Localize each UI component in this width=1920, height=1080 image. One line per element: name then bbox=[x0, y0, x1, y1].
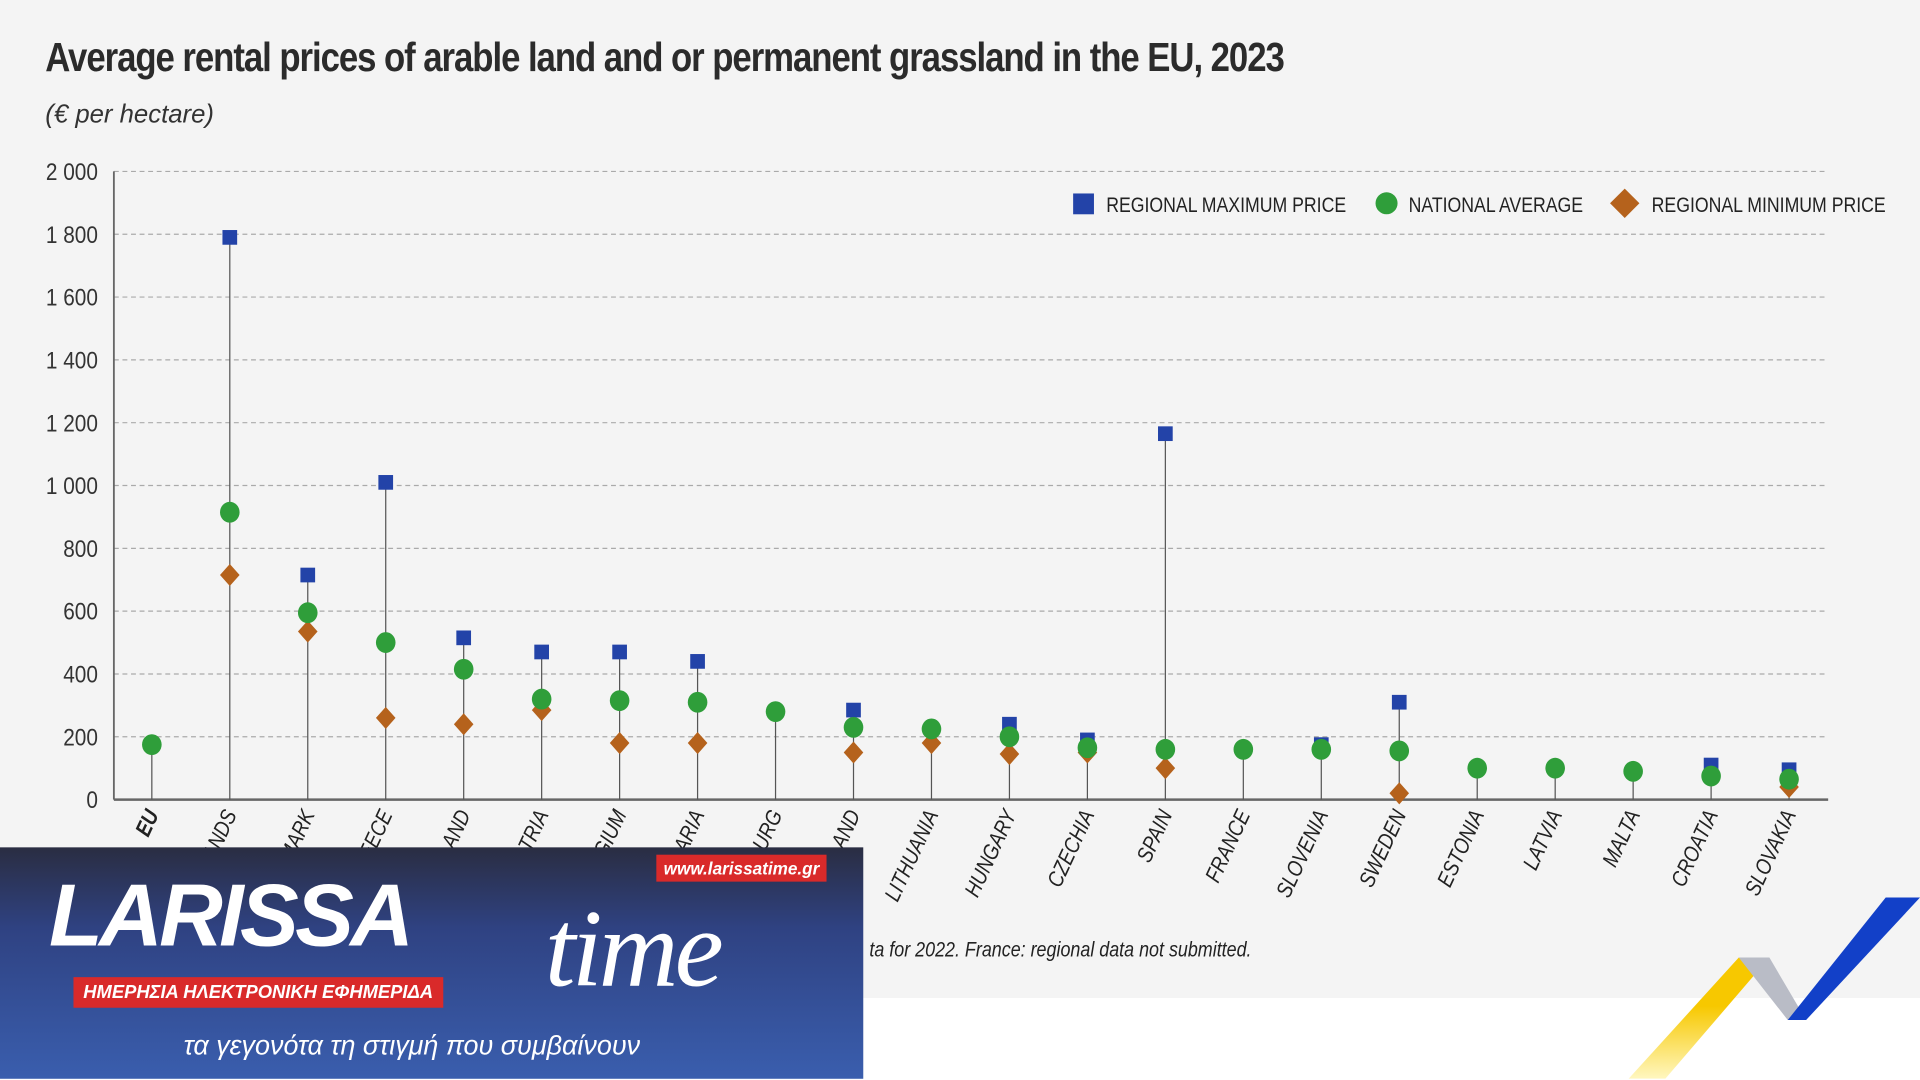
average-marker bbox=[765, 701, 786, 723]
x-tick-label: LITHUANIA bbox=[880, 806, 944, 905]
footnote: ta for 2022. France: regional data not s… bbox=[869, 937, 1252, 962]
average-marker bbox=[1233, 738, 1254, 760]
y-tick-label: 1 200 bbox=[46, 409, 98, 437]
average-marker bbox=[1311, 738, 1332, 760]
legend-label: REGIONAL MINIMUM PRICE bbox=[1652, 195, 1886, 218]
y-tick-label: 0 bbox=[86, 786, 98, 814]
x-tick-label: SLOVAKIA bbox=[1740, 806, 1801, 899]
legend-item: REGIONAL MAXIMUM PRICE bbox=[1073, 193, 1346, 217]
average-marker bbox=[1155, 738, 1176, 760]
max-price-marker bbox=[300, 567, 316, 583]
x-tick-label: ESTONIA bbox=[1432, 806, 1489, 891]
logo-slogan: τα γεγονότα τη στιγμή που συμβαίνουν bbox=[183, 1029, 641, 1061]
legend-circle-icon bbox=[1375, 192, 1398, 215]
max-price-marker bbox=[846, 702, 861, 718]
min-price-marker bbox=[609, 732, 630, 755]
min-price-marker bbox=[687, 732, 708, 755]
min-price-marker bbox=[843, 741, 864, 764]
legend-item: REGIONAL MINIMUM PRICE bbox=[1610, 188, 1886, 218]
min-price-marker bbox=[1155, 757, 1176, 780]
max-price-marker bbox=[456, 630, 472, 646]
min-price-marker bbox=[220, 564, 240, 587]
average-marker bbox=[1545, 757, 1565, 779]
max-price-marker bbox=[1391, 694, 1407, 710]
max-price-marker bbox=[534, 644, 550, 660]
x-tick-label: CZECHIA bbox=[1042, 806, 1099, 891]
logo-name: LARISSA bbox=[48, 866, 414, 965]
average-marker bbox=[687, 691, 708, 713]
y-tick-label: 1 800 bbox=[46, 220, 98, 248]
average-marker bbox=[453, 658, 474, 680]
y-tick-label: 1 000 bbox=[46, 471, 98, 499]
average-marker bbox=[297, 602, 318, 624]
average-marker bbox=[1779, 768, 1799, 790]
average-marker bbox=[1623, 760, 1643, 782]
legend-label: REGIONAL MAXIMUM PRICE bbox=[1106, 195, 1346, 218]
y-tick-label: 400 bbox=[63, 660, 98, 688]
average-marker bbox=[1077, 737, 1098, 759]
x-tick-label: SWEDEN bbox=[1354, 806, 1411, 891]
max-price-marker bbox=[690, 654, 705, 669]
swoosh-decoration-icon bbox=[1628, 897, 1920, 1079]
y-tick-label: 600 bbox=[63, 597, 98, 625]
y-tick-label: 200 bbox=[63, 723, 98, 751]
legend-diamond-icon bbox=[1610, 188, 1640, 218]
average-marker bbox=[999, 726, 1020, 748]
y-tick-label: 1 400 bbox=[46, 346, 98, 374]
y-tick-label: 2 000 bbox=[46, 157, 98, 185]
average-marker bbox=[1701, 765, 1721, 787]
average-marker bbox=[220, 501, 240, 523]
chart-background bbox=[0, 0, 1920, 998]
legend-label: NATIONAL AVERAGE bbox=[1409, 195, 1584, 218]
min-price-marker bbox=[1389, 782, 1410, 805]
max-price-marker bbox=[612, 644, 627, 660]
max-price-marker bbox=[1158, 426, 1173, 442]
y-tick-label: 1 600 bbox=[46, 283, 98, 311]
x-tick-label: CROATIA bbox=[1666, 806, 1723, 891]
average-marker bbox=[843, 716, 864, 738]
min-price-marker bbox=[297, 620, 318, 643]
x-tick-label: SLOVENIA bbox=[1271, 806, 1333, 901]
average-marker bbox=[921, 718, 942, 740]
x-tick-label: FRANCE bbox=[1201, 806, 1256, 887]
min-price-marker bbox=[375, 706, 396, 729]
average-marker bbox=[375, 632, 396, 653]
average-marker bbox=[1389, 740, 1410, 762]
x-tick-label: HUNGARY bbox=[960, 805, 1022, 901]
max-price-marker bbox=[222, 230, 238, 245]
logo-url: www.larissatime.gr bbox=[656, 854, 827, 882]
min-price-marker bbox=[453, 713, 474, 736]
average-marker bbox=[142, 734, 162, 756]
larissatime-logo: LARISSA time www.larissatime.gr ΗΜΕΡΗΣΙΑ… bbox=[0, 847, 864, 1079]
legend-item: NATIONAL AVERAGE bbox=[1375, 192, 1584, 218]
logo-tagline: ΗΜΕΡΗΣΙΑ ΗΛΕΚΤΡΟΝΙΚΗ ΕΦΗΜΕΡΙΔΑ bbox=[73, 977, 443, 1008]
y-tick-label: 800 bbox=[63, 534, 98, 562]
x-tick-label: SPAIN bbox=[1132, 806, 1178, 866]
max-price-marker bbox=[378, 475, 394, 490]
x-tick-label: EU bbox=[131, 805, 165, 840]
average-marker bbox=[531, 688, 552, 710]
x-tick-label: LATVIA bbox=[1518, 806, 1567, 874]
chart-subtitle: (€ per hectare) bbox=[45, 100, 214, 129]
logo-name-time: time bbox=[544, 888, 724, 1011]
chart-title: Average rental prices of arable land and… bbox=[45, 34, 1284, 80]
average-marker bbox=[1467, 757, 1488, 779]
average-marker bbox=[609, 690, 630, 712]
legend-square-icon bbox=[1073, 193, 1094, 215]
x-tick-label: MALTA bbox=[1598, 806, 1646, 871]
